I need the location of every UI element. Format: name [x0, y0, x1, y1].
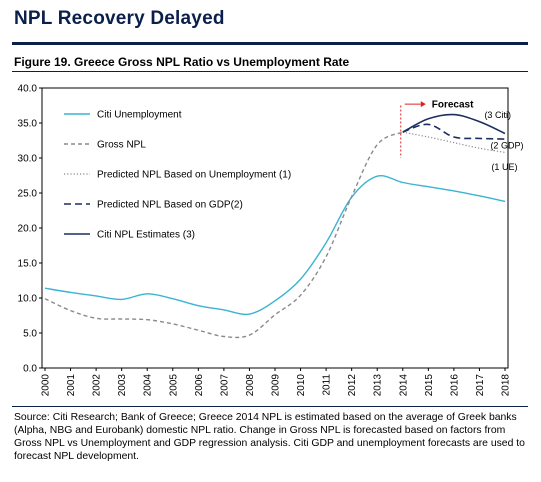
x-tick-label: 2015: [424, 374, 435, 397]
y-tick-label: 10.0: [18, 294, 38, 305]
forecast-label: Forecast: [432, 100, 474, 111]
x-tick-label: 2018: [501, 374, 512, 397]
legend-label: Predicted NPL Based on Unemployment (1): [97, 170, 291, 181]
x-tick-label: 2003: [117, 374, 128, 397]
x-tick-label: 2009: [271, 374, 282, 397]
x-tick-label: 2016: [449, 374, 460, 397]
series-line-citi-npl-estimates-3: [402, 113, 506, 135]
gdp-end-label: (2 GDP): [490, 140, 523, 150]
forecast-arrowhead: [420, 101, 426, 108]
x-tick-label: 2006: [194, 374, 205, 397]
y-tick-label: 25.0: [18, 189, 38, 200]
x-tick-label: 2011: [322, 374, 333, 396]
y-tick-label: 35.0: [18, 119, 38, 130]
title-rule: [12, 42, 528, 45]
series-line-predicted-npl-based-on-unemployment-1: [402, 131, 506, 153]
x-tick-label: 2008: [245, 374, 256, 397]
y-tick-label: 30.0: [18, 154, 38, 165]
legend-label: Predicted NPL Based on GDP(2): [97, 200, 243, 211]
x-tick-label: 2000: [41, 374, 52, 397]
ue-end-label: (1 UE): [491, 162, 517, 172]
legend-label: Citi NPL Estimates (3): [97, 230, 195, 241]
legend-label: Gross NPL: [97, 140, 146, 151]
x-tick-label: 2002: [92, 374, 103, 397]
series-line-predicted-npl-based-on-gdp-2: [402, 123, 506, 140]
figure-title: Figure 19. Greece Gross NPL Ratio vs Une…: [14, 55, 350, 69]
x-tick-label: 2010: [296, 374, 307, 397]
x-tick-label: 2017: [475, 374, 486, 397]
npl-unemployment-chart: 0.0 5.0 10.0 15.0 20.0 25.0 30.0 35.0 40.0 2000 20…: [18, 84, 524, 397]
series-line-gross-npl: [44, 131, 404, 339]
series-line-citi-unemployment: [44, 175, 506, 316]
y-tick-label: 20.0: [18, 224, 38, 235]
source-note: Source: Citi Research; Bank of Greece; G…: [14, 412, 525, 462]
x-tick-label: 2001: [66, 374, 77, 397]
x-tick-label: 2012: [347, 374, 358, 397]
source-rule: [12, 406, 528, 407]
x-tick-label: 2007: [219, 374, 230, 397]
figure-rule: [12, 71, 528, 72]
x-tick-label: 2014: [398, 374, 409, 397]
x-tick-label: 2004: [143, 374, 154, 397]
page-title: NPL Recovery Delayed: [14, 8, 225, 29]
y-tick-label: 40.0: [18, 84, 38, 95]
x-tick-label: 2005: [168, 374, 179, 397]
x-tick-label: 2013: [373, 374, 384, 397]
legend-label: Citi Unemployment: [97, 110, 182, 121]
plot-frame: [41, 87, 509, 369]
y-tick-label: 15.0: [18, 259, 38, 270]
y-tick-label: 5.0: [23, 329, 37, 340]
y-tick-label: 0.0: [23, 364, 37, 375]
citi-end-label: (3 Citi): [484, 110, 511, 120]
